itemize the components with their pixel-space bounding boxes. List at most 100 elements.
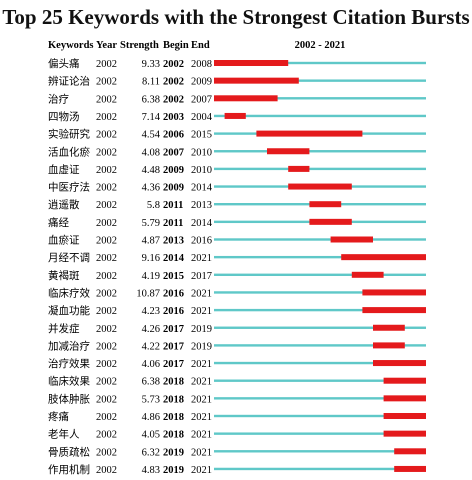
burst-bar: [394, 448, 426, 455]
strength-value: 7.14: [142, 112, 161, 123]
strength-value: 4.19: [142, 271, 160, 282]
timeline-base: [214, 379, 426, 382]
end-value: 2019: [191, 324, 212, 335]
begin-value: 2003: [163, 112, 184, 123]
year-value: 2002: [96, 271, 117, 282]
burst-row: 月经不调 2002 9.16 2014 2021: [48, 251, 426, 264]
end-value: 2009: [191, 77, 212, 88]
timeline-base: [214, 273, 426, 276]
year-value: 2002: [96, 430, 117, 441]
rows-group: 偏头痛 2002 9.33 2002 2008 辨证论治 2002 8.11 2002 2009 治…: [48, 57, 426, 476]
keyword-label: 临床效果: [48, 375, 90, 388]
strength-value: 4.54: [142, 130, 161, 141]
burst-row: 治疗 2002 6.38 2002 2007: [48, 92, 426, 105]
burst-row: 治疗效果 2002 4.06 2017 2021: [48, 357, 426, 370]
end-value: 2021: [191, 412, 212, 423]
burst-bar: [383, 377, 426, 384]
strength-value: 9.33: [142, 59, 160, 70]
end-value: 2021: [191, 288, 212, 299]
strength-value: 5.8: [147, 200, 160, 211]
begin-value: 2017: [163, 359, 184, 370]
burst-bar: [309, 218, 352, 225]
year-value: 2002: [96, 236, 117, 247]
burst-bar: [267, 148, 310, 155]
begin-value: 2019: [163, 447, 184, 458]
keyword-label: 临床疗效: [48, 286, 90, 299]
end-value: 2021: [191, 394, 212, 405]
year-value: 2002: [96, 465, 117, 476]
header-begin: Begin: [163, 40, 189, 51]
timeline-base: [214, 344, 426, 347]
timeline-base: [214, 150, 426, 153]
keyword-label: 血虚证: [48, 163, 80, 176]
timeline-base: [214, 61, 426, 65]
burst-bar: [383, 413, 426, 419]
timeline-base: [214, 414, 426, 418]
end-value: 2021: [191, 447, 212, 458]
begin-value: 2016: [163, 288, 184, 299]
end-value: 2021: [191, 359, 212, 370]
end-value: 2010: [191, 165, 212, 176]
strength-value: 10.87: [136, 288, 160, 299]
strength-value: 4.26: [142, 324, 160, 335]
end-value: 2019: [191, 341, 212, 352]
burst-bar: [309, 201, 342, 208]
end-value: 2016: [191, 236, 212, 247]
year-value: 2002: [96, 324, 117, 335]
year-value: 2002: [96, 218, 117, 229]
year-value: 2002: [96, 341, 117, 352]
timeline-base: [214, 255, 426, 259]
keyword-label: 辨证论治: [48, 75, 90, 88]
burst-bar: [214, 77, 299, 84]
burst-bar: [373, 342, 405, 349]
keyword-label: 治疗效果: [48, 357, 90, 370]
burst-bar: [362, 289, 426, 296]
burst-row: 活血化瘀 2002 4.08 2007 2010: [48, 145, 426, 158]
strength-value: 8.11: [142, 77, 160, 88]
timeline-base: [214, 361, 426, 365]
timeline-base: [214, 114, 426, 118]
timeline-base: [214, 79, 426, 82]
timeline-base: [214, 467, 426, 471]
year-value: 2002: [96, 412, 117, 423]
burst-row: 痛经 2002 5.79 2011 2014: [48, 216, 426, 229]
end-value: 2010: [191, 147, 212, 158]
end-value: 2014: [191, 218, 213, 229]
end-value: 2015: [191, 130, 212, 141]
burst-row: 临床效果 2002 6.38 2018 2021: [48, 375, 426, 388]
year-value: 2002: [96, 377, 117, 388]
burst-bar: [288, 165, 310, 172]
keyword-label: 血瘀证: [48, 234, 80, 247]
year-value: 2002: [96, 112, 117, 123]
burst-bar: [214, 95, 278, 102]
year-value: 2002: [96, 77, 117, 88]
burst-row: 偏头痛 2002 9.33 2002 2008: [48, 57, 426, 70]
begin-value: 2017: [163, 324, 184, 335]
header-period: 2002 - 2021: [295, 40, 346, 51]
header-keywords: Keywords: [48, 40, 94, 51]
burst-bar: [341, 254, 426, 261]
burst-bar: [256, 130, 363, 137]
burst-row: 中医疗法 2002 4.36 2009 2014: [48, 181, 426, 194]
end-value: 2008: [191, 59, 212, 70]
chart-title: Top 25 Keywords with the Strongest Citat…: [2, 5, 470, 29]
strength-value: 9.16: [142, 253, 160, 264]
burst-row: 肢体肿胀 2002 5.73 2018 2021: [48, 392, 426, 405]
begin-value: 2006: [163, 130, 184, 141]
end-value: 2017: [191, 271, 212, 282]
strength-value: 5.79: [142, 218, 160, 229]
keyword-label: 痛经: [48, 216, 69, 229]
timeline-base: [214, 167, 426, 171]
end-value: 2021: [191, 430, 212, 441]
year-value: 2002: [96, 253, 117, 264]
begin-value: 2014: [163, 253, 185, 264]
burst-bar: [288, 183, 352, 190]
burst-bar: [224, 112, 246, 119]
end-value: 2004: [191, 112, 213, 123]
year-value: 2002: [96, 94, 117, 105]
end-value: 2021: [191, 377, 212, 388]
burst-bar: [383, 395, 426, 402]
keyword-label: 治疗: [48, 92, 69, 105]
timeline-base: [214, 397, 426, 400]
burst-row: 血虚证 2002 4.48 2009 2010: [48, 163, 426, 176]
